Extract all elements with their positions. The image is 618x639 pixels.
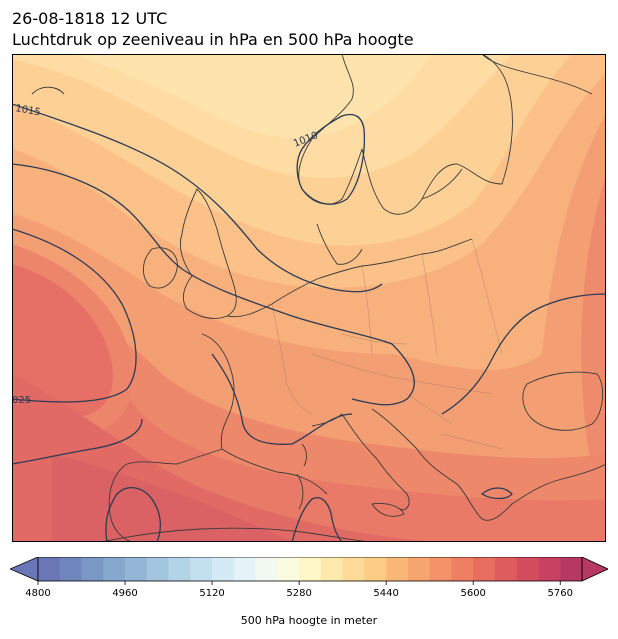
colorbar-tick-label: 4960 (112, 588, 137, 599)
colorbar-cell (190, 557, 213, 581)
colorbar: 48004960512052805440560057605920 500 hPa… (10, 557, 608, 627)
colorbar-cell (38, 557, 61, 581)
colorbar-cell (59, 557, 82, 581)
colorbar-cell (255, 557, 278, 581)
colorbar-cell (451, 557, 474, 581)
coastlines (31, 54, 606, 542)
colorbar-cell (103, 557, 126, 581)
colorbar-cell (429, 557, 452, 581)
colorbar-cell (125, 557, 148, 581)
colorbar-cell (538, 557, 561, 581)
colorbar-frame (37, 557, 583, 582)
colorbar-cell (299, 557, 322, 581)
colorbar-cell (277, 557, 300, 581)
colorbar-label: 500 hPa hoogte in meter (241, 614, 378, 627)
colorbar-cell (516, 557, 539, 581)
colorbar-tick-label: 5440 (373, 588, 398, 599)
colorbar-ticks: 48004960512052805440560057605920 (25, 581, 573, 599)
colorbar-cell (212, 557, 235, 581)
colorbar-tick-label: 5760 (548, 588, 573, 599)
colorbar-cell (342, 557, 365, 581)
colorbar-cell (473, 557, 496, 581)
colorbar-tick-label: 5280 (286, 588, 311, 599)
colorbar-tick-label: 5120 (199, 588, 224, 599)
colorbar-cell (81, 557, 104, 581)
colorbar-cell (233, 557, 256, 581)
country-borders (271, 238, 503, 450)
colorbar-cell (320, 557, 343, 581)
colorbar-extend-high (581, 557, 608, 582)
colorbar-cell (494, 557, 518, 581)
colorbar-cells (10, 557, 608, 582)
colorbar-tick-label: 4800 (25, 588, 50, 599)
colorbar-tick-label: 5600 (460, 588, 485, 599)
isobar-label-1015: 1015 (14, 103, 41, 118)
map-datetime: 26-08-1818 12 UTC (12, 9, 168, 28)
pressure-map: 1015 1010 025 (12, 54, 606, 542)
isobar-label-1025: 025 (12, 395, 31, 406)
colorbar-cell (364, 557, 387, 581)
map-frame (12, 54, 606, 542)
map-title: Luchtdruk op zeeniveau in hPa en 500 hPa… (12, 30, 414, 49)
colorbar-cell (146, 557, 169, 581)
colorbar-cell (386, 557, 409, 581)
colorbar-cell (168, 557, 191, 581)
colorbar-cell (407, 557, 430, 581)
colorbar-cell (560, 557, 583, 581)
height-field (12, 54, 606, 542)
isobars (12, 103, 606, 542)
colorbar-extend-low (10, 557, 39, 582)
